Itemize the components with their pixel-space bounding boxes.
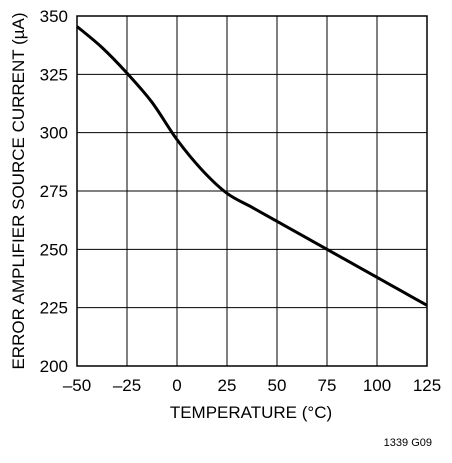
- y-axis-title: ERROR AMPLIFIER SOURCE CURRENT (µA): [9, 12, 28, 369]
- y-tick-label: 350: [40, 7, 68, 26]
- y-tick-label: 200: [40, 357, 68, 376]
- y-tick-label: 300: [40, 124, 68, 143]
- plot-frame: [76, 15, 428, 367]
- x-tick-label: 100: [363, 376, 391, 395]
- y-tick-label: 225: [40, 299, 68, 318]
- x-tick-label: –25: [113, 376, 141, 395]
- x-tick-labels: –50 –25 0 25 50 75 100 125: [63, 376, 441, 395]
- plot-border: [76, 15, 428, 367]
- x-tick-label: 125: [413, 376, 441, 395]
- x-tick-label: 0: [172, 376, 181, 395]
- y-tick-label: 275: [40, 182, 68, 201]
- y-tick-label: 250: [40, 240, 68, 259]
- grid: [76, 15, 428, 367]
- x-tick-label: 75: [318, 376, 337, 395]
- x-tick-label: 50: [268, 376, 287, 395]
- series-line: [76, 25, 428, 307]
- y-tick-labels: 200 225 250 275 300 325 350: [40, 7, 68, 376]
- x-axis-title: TEMPERATURE (°C): [170, 403, 332, 422]
- figure-id-label: 1339 G09: [384, 437, 432, 449]
- x-tick-label: –50: [63, 376, 91, 395]
- plot-area: [76, 25, 428, 307]
- x-tick-label: 25: [218, 376, 237, 395]
- y-tick-label: 325: [40, 65, 68, 84]
